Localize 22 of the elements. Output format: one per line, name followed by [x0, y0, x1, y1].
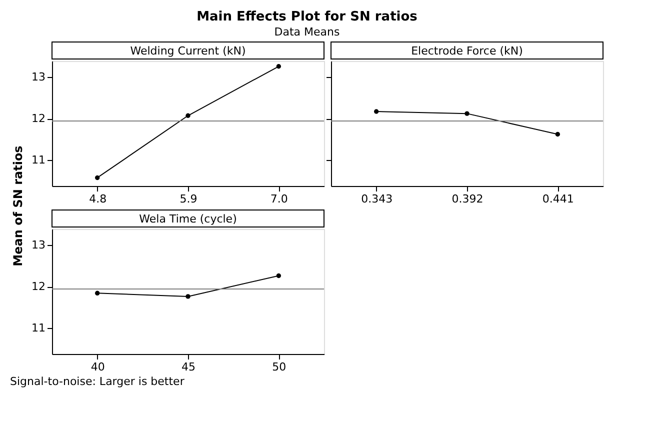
y-tick-label: 11 — [32, 321, 46, 334]
x-tick-label: 50 — [272, 360, 286, 374]
x-tick-label: 0.343 — [361, 192, 393, 206]
x-tick-label: 4.8 — [89, 192, 107, 206]
y-tick-label: 12 — [32, 280, 46, 294]
x-tick-label: 7.0 — [270, 192, 288, 206]
x-tick-label: 45 — [182, 360, 196, 374]
x-tick-label: 5.9 — [180, 192, 198, 206]
chart-title: Main Effects Plot for SN ratios — [196, 10, 418, 24]
y-tick-label: 13 — [32, 70, 46, 84]
y-axis-title: Mean of SN ratios — [11, 146, 25, 266]
chart-subtitle: Data Means — [274, 26, 340, 38]
y-tick-label: 11 — [32, 153, 46, 166]
y-tick-label: 13 — [32, 238, 46, 252]
x-axis-title: Wela Time (cycle) — [139, 212, 237, 226]
x-tick-label: 0.392 — [452, 192, 484, 206]
y-tick-label: 12 — [32, 112, 46, 126]
x-axis-title: Electrode Force (kN) — [411, 44, 523, 58]
text: Signal-to-noise: Larger is better — [10, 375, 185, 388]
x-tick-label: 40 — [90, 360, 105, 374]
x-axis-title: Welding Current (kN) — [130, 44, 246, 58]
x-tick-label: 0.441 — [542, 192, 574, 206]
